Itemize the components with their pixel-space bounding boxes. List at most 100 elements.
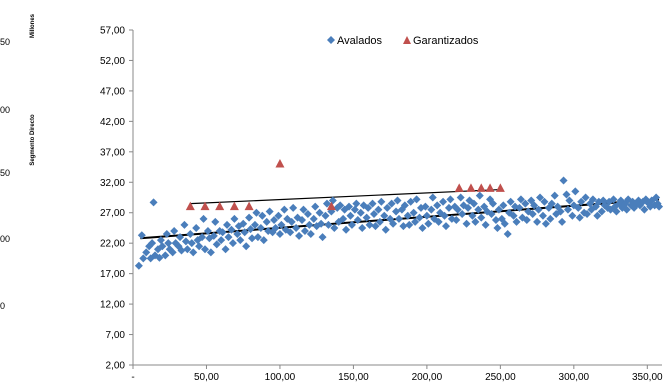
avalados-point bbox=[149, 198, 158, 207]
avalados-point bbox=[346, 211, 355, 220]
avalados-point bbox=[640, 205, 649, 214]
y-tick-label: 27,00 bbox=[100, 208, 125, 219]
avalados-point bbox=[565, 196, 574, 205]
avalados-point bbox=[148, 239, 157, 248]
y-axis: 57,00 52,00 47,00 42,00 37,00 32,00 27,00 22,00… bbox=[100, 26, 134, 372]
avalados-point bbox=[563, 205, 572, 214]
avalados-point bbox=[350, 205, 359, 214]
avalados-point bbox=[218, 228, 227, 237]
avalados-point bbox=[228, 239, 237, 248]
avalados-point bbox=[509, 211, 518, 220]
avalados-point bbox=[183, 245, 192, 254]
avalados-point bbox=[577, 197, 586, 206]
avalados-point bbox=[440, 211, 449, 220]
avalados-point bbox=[424, 219, 433, 228]
avalados-point bbox=[192, 223, 201, 232]
avalados-point bbox=[597, 207, 606, 216]
avalados-point bbox=[164, 239, 173, 248]
avalados-point bbox=[236, 236, 245, 245]
avalados-point bbox=[297, 216, 306, 225]
avalados-point bbox=[547, 199, 556, 208]
x-tick-label: 200,00 bbox=[412, 372, 443, 383]
avalados-point bbox=[371, 222, 380, 231]
avalados-point bbox=[321, 211, 330, 220]
avalados-point bbox=[568, 211, 577, 220]
legend-label-avalados: Avalados bbox=[337, 35, 383, 47]
avalados-point bbox=[558, 217, 567, 226]
avalados-point bbox=[475, 191, 484, 200]
side-tick-label-3: 50 bbox=[0, 168, 10, 178]
side-axis: Millones Segmento Directo 50 00 50 00 0 bbox=[0, 13, 36, 311]
avalados-point bbox=[206, 248, 215, 257]
avalados-point bbox=[305, 220, 314, 229]
avalados-point bbox=[364, 203, 373, 212]
avalados-point bbox=[322, 199, 331, 208]
avalados-point bbox=[612, 207, 621, 216]
legend-marker-garantizados bbox=[403, 36, 411, 44]
avalados-point bbox=[224, 233, 233, 242]
garantizados-point bbox=[275, 159, 285, 168]
avalados-point bbox=[168, 248, 177, 257]
avalados-point bbox=[593, 211, 602, 220]
x-tick-label: 250,00 bbox=[485, 372, 516, 383]
avalados-point bbox=[381, 225, 390, 234]
avalados-point bbox=[345, 202, 354, 211]
avalados-point bbox=[186, 230, 195, 239]
garantizados-point bbox=[326, 201, 336, 211]
avalados-point bbox=[189, 248, 198, 257]
garantizados-point bbox=[495, 183, 505, 192]
avalados-point bbox=[353, 216, 362, 225]
avalados-point bbox=[306, 230, 315, 239]
avalados-point bbox=[300, 227, 309, 235]
avalados-point bbox=[399, 222, 408, 231]
avalados-point bbox=[609, 195, 618, 204]
avalados-point bbox=[177, 246, 186, 255]
avalados-point bbox=[259, 236, 268, 245]
avalados-point bbox=[574, 203, 583, 212]
avalados-point bbox=[180, 220, 189, 229]
avalados-point bbox=[356, 208, 365, 217]
y-tick-label: 57,00 bbox=[100, 26, 125, 37]
avalados-point bbox=[330, 223, 339, 232]
y-tick-label: 37,00 bbox=[100, 147, 125, 158]
side-axis-title-top: Millones bbox=[30, 13, 36, 38]
avalados-point bbox=[271, 223, 280, 232]
avalados-point bbox=[418, 223, 427, 232]
side-tick-label-4: 00 bbox=[0, 234, 10, 244]
avalados-point bbox=[265, 207, 274, 216]
avalados-point bbox=[211, 217, 220, 226]
garantizados-point bbox=[466, 183, 476, 192]
avalados-point bbox=[223, 220, 232, 229]
avalados-point bbox=[262, 217, 271, 226]
avalados-point bbox=[336, 201, 345, 210]
avalados-point bbox=[581, 193, 590, 202]
side-tick-label-5: 0 bbox=[0, 301, 5, 311]
garantizados-point bbox=[485, 183, 495, 192]
avalados-point bbox=[292, 223, 301, 232]
avalados-point bbox=[474, 205, 483, 214]
avalados-point bbox=[227, 225, 236, 234]
avalados-point bbox=[233, 230, 242, 239]
avalados-point bbox=[352, 199, 361, 208]
avalados-point bbox=[187, 239, 196, 248]
avalados-point bbox=[311, 202, 320, 211]
avalados-point bbox=[368, 199, 377, 208]
avalados-point bbox=[242, 242, 251, 251]
avalados-point bbox=[358, 223, 367, 232]
avalados-point bbox=[462, 219, 471, 228]
garantizados-point bbox=[244, 201, 254, 211]
avalados-point bbox=[393, 196, 402, 205]
avalados-point bbox=[503, 230, 512, 239]
avalados-point bbox=[245, 213, 254, 222]
avalados-point bbox=[137, 231, 146, 240]
side-axis-title-rotated: Segmento Directo bbox=[30, 114, 36, 166]
avalados-point bbox=[499, 201, 508, 210]
avalados-point bbox=[530, 201, 539, 210]
avalados-point bbox=[471, 217, 480, 226]
avalados-point bbox=[156, 236, 165, 245]
x-axis: - 50,00 100,00 150,00 200,00 250,00 300,00 350,… bbox=[131, 364, 663, 383]
avalados-point bbox=[221, 245, 230, 254]
avalados-point bbox=[377, 197, 386, 206]
avalados-point bbox=[515, 203, 524, 212]
avalados-point bbox=[253, 233, 262, 242]
